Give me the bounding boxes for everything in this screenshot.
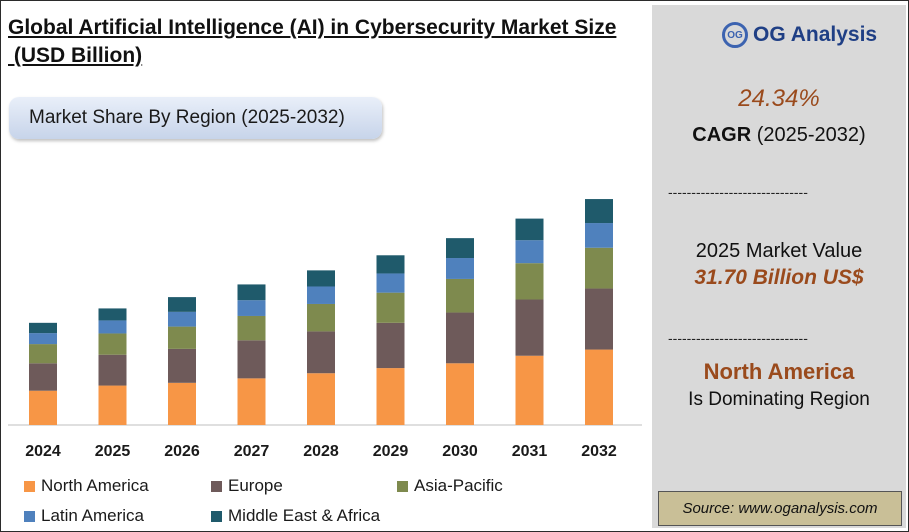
bar-segment-europe-2028: [307, 331, 335, 374]
bar-segment-middle-east-africa-2029: [376, 255, 405, 274]
market-value-label: 2025 Market Value: [695, 240, 863, 262]
bar-segment-asia-pacific-2029: [376, 292, 405, 323]
legend-swatch: [211, 480, 222, 492]
market-value: 31.70 Billion US$: [694, 266, 864, 289]
divider-top: ------------------------------: [668, 184, 808, 200]
legend-label: North America: [41, 476, 149, 495]
bar-segment-latin-america-2028: [307, 286, 335, 304]
legend-label: Middle East & Africa: [228, 506, 381, 525]
logo-badge-icon: OG: [722, 22, 748, 48]
bar-segment-north-america-2031: [515, 355, 544, 425]
bar-segment-north-america-2032: [585, 349, 613, 425]
chart-title: Global Artificial Intelligence (AI) in C…: [8, 14, 648, 70]
legend-swatch: [24, 510, 35, 522]
divider-bottom: ------------------------------: [668, 330, 808, 346]
legend-label: Europe: [228, 476, 283, 495]
x-tick-label-2024: 2024: [25, 443, 61, 460]
x-tick-label-2028: 2028: [303, 443, 339, 460]
source-box: Source: www.oganalysis.com: [658, 491, 902, 526]
bar-segment-north-america-2026: [168, 382, 196, 425]
bar-segment-north-america-2030: [446, 363, 474, 425]
cagr-label: CAGR (2025-2032): [652, 124, 906, 147]
subtitle-pill: Market Share By Region (2025-2032): [9, 97, 382, 139]
bar-segment-asia-pacific-2025: [98, 333, 127, 355]
legend-label: Asia-Pacific: [414, 476, 503, 495]
bar-segment-latin-america-2025: [98, 320, 127, 334]
bar-segment-asia-pacific-2028: [307, 303, 335, 332]
bar-segment-latin-america-2030: [446, 258, 474, 279]
bar-segment-north-america-2029: [376, 368, 405, 425]
x-tick-label-2026: 2026: [164, 443, 200, 460]
bar-segment-europe-2030: [446, 312, 474, 364]
x-tick-label-2032: 2032: [581, 443, 617, 460]
bar-segment-asia-pacific-2030: [446, 278, 474, 313]
x-tick-label-2030: 2030: [442, 443, 478, 460]
logo-text: OG Analysis: [753, 23, 878, 46]
x-tick-label-2027: 2027: [234, 443, 270, 460]
bar-segment-middle-east-africa-2025: [98, 308, 127, 321]
bar-segment-europe-2026: [168, 348, 196, 383]
legend-item-asia-pacific: Asia-Pacific: [397, 476, 503, 496]
legend-item-middle-east-africa: Middle East & Africa: [211, 506, 380, 526]
legend-item-europe: Europe: [211, 476, 283, 496]
cagr-period: (2025-2032): [751, 124, 866, 146]
bar-segment-latin-america-2031: [515, 240, 544, 264]
bar-segment-middle-east-africa-2028: [307, 270, 335, 287]
bar-segment-latin-america-2024: [29, 333, 57, 345]
bar-segment-middle-east-africa-2032: [585, 199, 613, 224]
bar-segment-asia-pacific-2024: [29, 344, 57, 364]
dominating-region-text: Is Dominating Region: [688, 389, 870, 410]
bar-segment-north-america-2024: [29, 390, 57, 425]
legend-swatch: [397, 480, 408, 492]
x-tick-label-2025: 2025: [95, 443, 131, 460]
bar-segment-latin-america-2027: [237, 300, 266, 316]
bar-segment-latin-america-2029: [376, 273, 405, 293]
bar-segment-middle-east-africa-2026: [168, 297, 196, 312]
bar-segment-north-america-2025: [98, 385, 127, 425]
x-tick-label-2031: 2031: [512, 443, 548, 460]
subtitle-text: Market Share By Region (2025-2032): [29, 107, 345, 128]
legend-swatch: [24, 480, 35, 492]
bar-segment-asia-pacific-2027: [237, 315, 266, 341]
x-tick-label-2029: 2029: [373, 443, 409, 460]
dominating-region-name: North America: [703, 359, 855, 384]
bar-segment-europe-2029: [376, 322, 405, 369]
bar-segment-europe-2025: [98, 354, 127, 386]
bar-segment-europe-2031: [515, 299, 544, 356]
bar-segment-middle-east-africa-2024: [29, 322, 57, 334]
legend-item-latin-america: Latin America: [24, 506, 144, 526]
stacked-bar-chart: 2024 2025 2026 2027 2028 2029 2030 2031 2032: [8, 199, 642, 460]
summary-panel: [652, 5, 906, 528]
chart-title-line1: Global Artificial Intelligence (AI) in C…: [8, 16, 617, 39]
legend-swatch: [211, 510, 222, 522]
bar-segment-latin-america-2026: [168, 311, 196, 327]
chart-title-line2: (USD Billion): [8, 44, 143, 67]
bar-segment-latin-america-2032: [585, 223, 613, 248]
legend-label: Latin America: [41, 506, 144, 525]
bar-segment-asia-pacific-2031: [515, 263, 544, 300]
cagr-label-bold: CAGR: [692, 124, 752, 146]
bar-segment-north-america-2027: [237, 378, 266, 425]
bar-segment-middle-east-africa-2031: [515, 218, 544, 241]
source-text: Source: www.oganalysis.com: [682, 500, 878, 517]
bar-segment-middle-east-africa-2030: [446, 238, 474, 259]
bar-segment-europe-2032: [585, 288, 613, 350]
bar-segment-asia-pacific-2026: [168, 326, 196, 349]
cagr-value: 24.34%: [738, 85, 820, 112]
bar-segment-north-america-2028: [307, 373, 335, 425]
bar-segment-europe-2024: [29, 363, 57, 391]
bar-segment-europe-2027: [237, 340, 266, 379]
og-analysis-logo: OG OG Analysis: [722, 22, 877, 48]
bar-segment-middle-east-africa-2027: [237, 284, 266, 301]
bar-segment-asia-pacific-2032: [585, 247, 613, 289]
legend-item-north-america: North America: [24, 476, 149, 496]
